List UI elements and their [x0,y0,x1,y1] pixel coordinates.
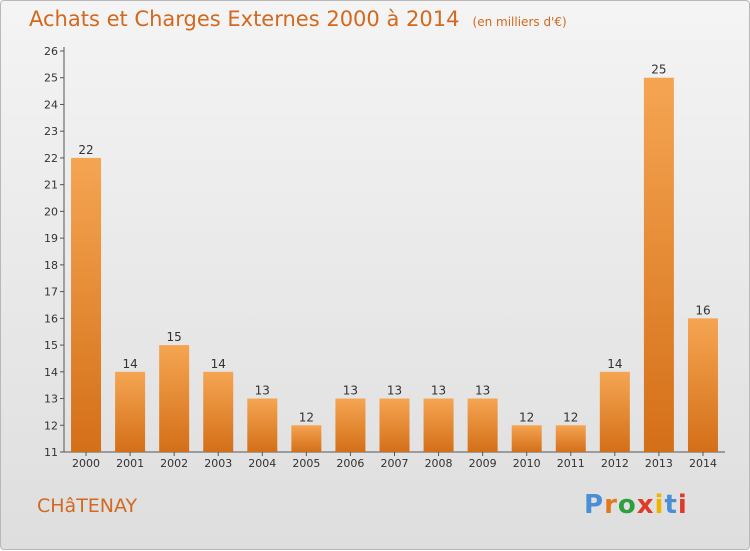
y-tick-label: 15 [44,339,58,352]
data-label: 14 [122,357,137,371]
logo-letter: i [654,490,665,520]
data-label: 22 [78,143,93,157]
logo-letter: o [617,490,637,520]
bar [511,425,542,452]
bar [291,425,322,452]
bar [115,371,146,452]
y-tick-label: 21 [44,179,58,192]
proxiti-logo[interactable]: Proxiti [584,490,688,520]
data-label: 16 [695,303,710,317]
x-tick-label: 2005 [292,457,320,470]
bar [599,371,630,452]
data-label: 13 [343,384,358,398]
bar [247,398,278,452]
bar [555,425,586,452]
y-tick-label: 12 [44,419,58,432]
x-tick-label: 2002 [160,457,188,470]
bar [643,77,674,452]
chart-header: Achats et Charges Externes 2000 à 2014 (… [29,7,567,31]
data-label: 14 [211,357,226,371]
y-tick-label: 22 [44,152,58,165]
x-tick-label: 2008 [425,457,453,470]
bar [71,157,102,452]
x-tick-label: 2006 [336,457,364,470]
bar [335,398,366,452]
logo-letter: P [584,490,605,520]
y-tick-label: 20 [44,205,58,218]
data-label: 13 [475,384,490,398]
x-tick-label: 2010 [513,457,541,470]
data-label: 12 [519,410,534,424]
x-tick-label: 2013 [645,457,673,470]
y-tick-label: 14 [44,366,58,379]
bar [203,371,234,452]
logo-letter: t [664,490,678,520]
y-tick-label: 19 [44,232,58,245]
bar [379,398,410,452]
y-tick-label: 13 [44,393,58,406]
y-tick-label: 18 [44,259,58,272]
data-label: 12 [299,410,314,424]
x-tick-label: 2007 [381,457,409,470]
data-label: 13 [255,384,270,398]
data-label: 14 [607,357,622,371]
data-label: 15 [167,330,182,344]
logo-letter: i [677,490,688,520]
data-label: 13 [387,384,402,398]
y-tick-label: 24 [44,98,58,111]
x-tick-label: 2001 [116,457,144,470]
x-tick-label: 2004 [248,457,276,470]
y-tick-label: 26 [44,45,58,58]
x-tick-label: 2009 [469,457,497,470]
x-tick-label: 2011 [557,457,585,470]
bar [467,398,498,452]
city-name: CHâTENAY [37,495,138,517]
x-tick-label: 2003 [204,457,232,470]
chart-subtitle: (en milliers d'€) [472,15,567,29]
chart-title: Achats et Charges Externes 2000 à 2014 [29,7,460,31]
y-tick-label: 16 [44,312,58,325]
logo-letter: r [604,490,618,520]
data-label: 13 [431,384,446,398]
y-tick-label: 17 [44,286,58,299]
y-tick-label: 23 [44,125,58,138]
bar [687,318,718,452]
x-tick-label: 2000 [72,457,100,470]
bar [423,398,454,452]
y-tick-label: 25 [44,72,58,85]
x-tick-label: 2012 [601,457,629,470]
data-label: 25 [651,63,666,77]
bar [159,345,190,452]
x-tick-label: 2014 [689,457,717,470]
logo-letter: x [636,490,655,520]
data-label: 12 [563,410,578,424]
y-tick-label: 11 [44,446,58,459]
